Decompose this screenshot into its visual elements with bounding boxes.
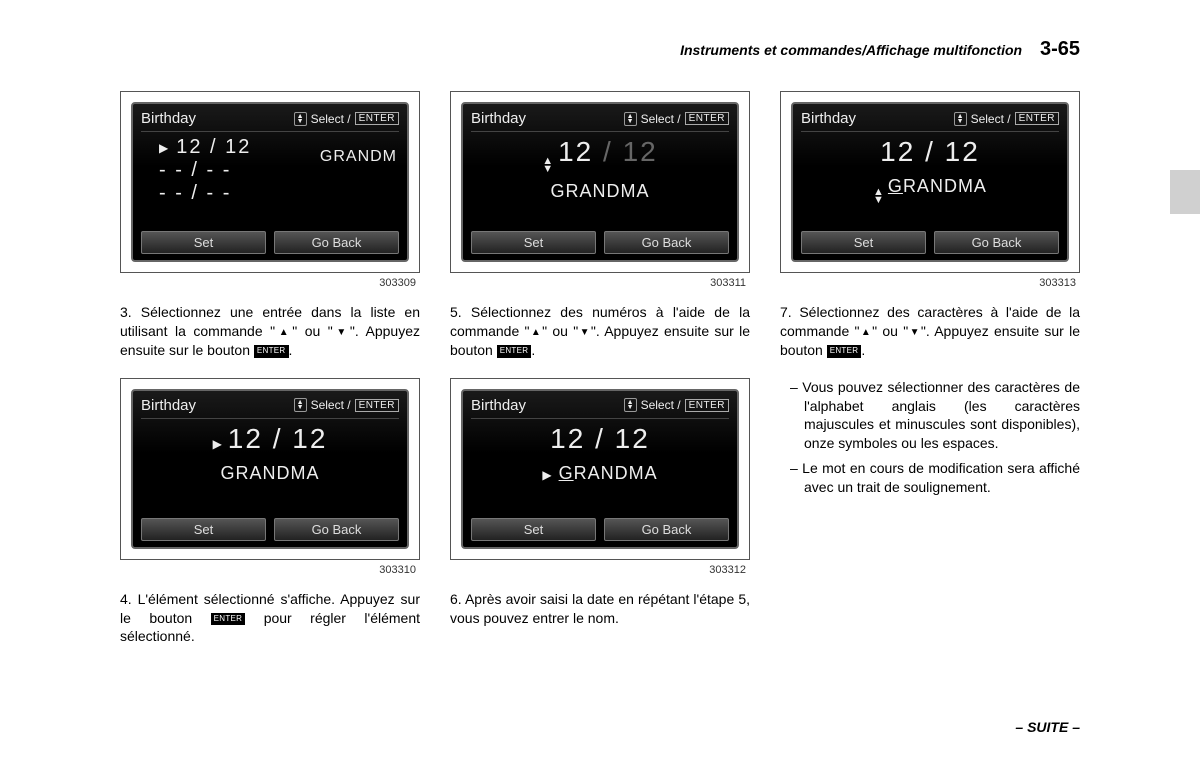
screen-title: Birthday [471,397,526,414]
updown-icon: ▲▼ [294,112,307,126]
list-row: 12 / 12 [176,136,251,159]
select-label: Select / [641,112,681,126]
figure-303313: Birthday ▲▼ Select / ENTER 12 / 12 ▲▼GRA… [780,91,1080,273]
updown-icon: ▲▼ [624,112,637,126]
name-rest: RANDMA [574,463,658,483]
name-value: GRANDMA [471,181,729,202]
step-7-caption: 7. Sélectionnez des caractères à l'aide … [780,303,1080,360]
figure-303311: Birthday ▲▼ Select / ENTER ▲▼12 / 12 GRA… [450,91,750,273]
note-2: – Le mot en cours de modification sera a… [804,459,1080,497]
lcd-screen: Birthday ▲▼ Select / ENTER ▶ 12 / 12 GRAN… [131,389,409,549]
set-button[interactable]: Set [471,518,596,541]
set-button[interactable]: Set [141,231,266,254]
date-value: 12 / 12 [228,423,328,454]
go-back-button[interactable]: Go Back [274,231,399,254]
select-label: Select / [311,112,351,126]
select-label: Select / [311,398,351,412]
lcd-screen: Birthday ▲▼ Select / ENTER ▶ 12 / 12 - - … [131,102,409,262]
step-6-caption: 6. Après avoir saisi la date en répétant… [450,590,750,628]
header-title: Instruments et commandes/Affichage multi… [680,42,1022,58]
enter-label: ENTER [1015,112,1059,125]
figure-id: 303311 [450,277,750,289]
figure-id: 303312 [450,564,750,576]
figure-303310: Birthday ▲▼ Select / ENTER ▶ 12 / 12 GRAN… [120,378,420,560]
enter-icon: ENTER [211,613,246,626]
go-back-button[interactable]: Go Back [934,231,1059,254]
set-button[interactable]: Set [471,231,596,254]
side-label: GRANDM [320,148,397,166]
go-back-button[interactable]: Go Back [604,231,729,254]
date-value: 12 / 12 [801,136,1059,168]
column-1: Birthday ▲▼ Select / ENTER ▶ 12 / 12 - - … [120,91,420,664]
date-value: 12 / 12 [471,423,729,455]
entry-list: ▶ 12 / 12 - - / - - - - / - - [141,136,399,205]
list-row: - - / - - [159,182,231,205]
name-rest: RANDMA [903,176,987,196]
date-month: 12 [558,136,593,167]
updown-icon: ▲▼ [624,398,637,412]
figure-id: 303313 [780,277,1080,289]
set-button[interactable]: Set [141,518,266,541]
enter-icon: ENTER [254,345,289,358]
column-3: Birthday ▲▼ Select / ENTER 12 / 12 ▲▼GRA… [780,91,1080,664]
screen-title: Birthday [141,110,196,127]
enter-icon: ENTER [497,345,532,358]
set-button[interactable]: Set [801,231,926,254]
go-back-button[interactable]: Go Back [604,518,729,541]
lcd-screen: Birthday ▲▼ Select / ENTER 12 / 12 ▲▼GRA… [791,102,1069,262]
cursor-icon: ▶ [159,141,170,155]
figure-id: 303310 [120,564,420,576]
step-7-notes: – Vous pouvez sélectionner des caractère… [780,378,1080,497]
enter-label: ENTER [685,399,729,412]
screen-title: Birthday [141,397,196,414]
enter-label: ENTER [355,112,399,125]
name-first-char: G [888,176,903,196]
figure-id: 303309 [120,277,420,289]
enter-label: ENTER [355,399,399,412]
column-2: Birthday ▲▼ Select / ENTER ▲▼12 / 12 GRA… [450,91,750,664]
enter-icon: ENTER [827,345,862,358]
screen-title: Birthday [471,110,526,127]
screen-header: Birthday ▲▼ Select / ENTER [141,110,399,132]
screen-title: Birthday [801,110,856,127]
select-label: Select / [641,398,681,412]
lcd-screen: Birthday ▲▼ Select / ENTER ▲▼12 / 12 GRA… [461,102,739,262]
lcd-screen: Birthday ▲▼ Select / ENTER 12 / 12 ▶ GRAN… [461,389,739,549]
step-5-caption: 5. Sélectionnez des numéros à l'aide de … [450,303,750,360]
columns: Birthday ▲▼ Select / ENTER ▶ 12 / 12 - - … [120,91,1080,664]
edge-tab [1170,170,1200,214]
header-page: 3-65 [1040,38,1080,60]
continued-label: – SUITE – [1015,719,1080,735]
step-3-caption: 3. Sélectionnez une entrée dans la liste… [120,303,420,360]
figure-303312: Birthday ▲▼ Select / ENTER 12 / 12 ▶ GRAN… [450,378,750,560]
updown-icon: ▲▼ [954,112,967,126]
step-4-caption: 4. L'élément sélectionné s'affiche. Appu… [120,590,420,647]
go-back-button[interactable]: Go Back [274,518,399,541]
cursor-icon: ▶ [213,437,224,451]
page-header: Instruments et commandes/Affichage multi… [120,38,1080,61]
note-1: – Vous pouvez sélectionner des caractère… [804,378,1080,454]
list-row: - - / - - [159,159,231,182]
updown-icon: ▲▼ [542,157,555,173]
cursor-icon: ▶ [542,468,552,482]
figure-303309: Birthday ▲▼ Select / ENTER ▶ 12 / 12 - - … [120,91,420,273]
date-sep: / [593,136,622,167]
updown-icon: ▲▼ [873,188,885,204]
updown-icon: ▲▼ [294,398,307,412]
name-first-char: G [559,463,574,483]
name-value: GRANDMA [141,463,399,484]
enter-label: ENTER [685,112,729,125]
date-day: 12 [623,136,658,167]
select-label: Select / [971,112,1011,126]
